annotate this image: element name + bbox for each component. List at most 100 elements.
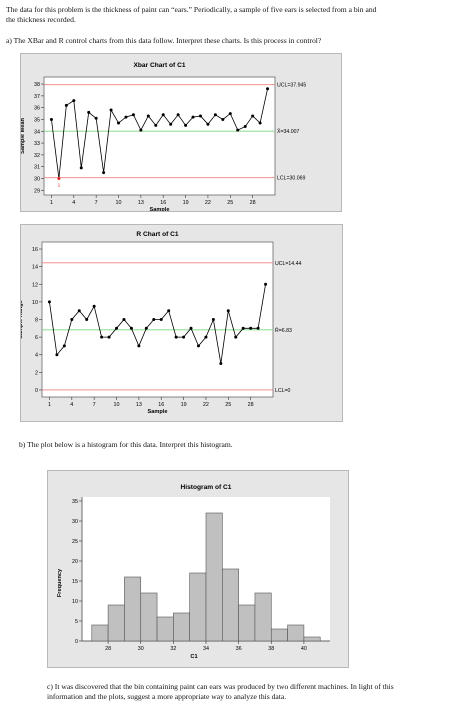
rchart-xlabel: Sample <box>148 409 168 415</box>
rchart-data-point <box>70 318 74 321</box>
xbar-ucl-label: UCL=37.945 <box>277 83 306 89</box>
r-chart-frame: R Chart of C1 0 2 4 6 8 10 12 14 16 1 4 7 10 13 16 19 22 2… <box>18 224 343 422</box>
xbar-data-point <box>191 115 195 119</box>
xbar-ytick-label: 29 <box>34 188 40 194</box>
rchart-data-point <box>241 326 245 330</box>
xbar-ytick-label: 35 <box>34 117 40 123</box>
rchart-xtick-label: 22 <box>203 402 209 408</box>
hist-ytick-label: 15 <box>72 579 78 585</box>
hist-ytick-label: 10 <box>72 599 78 605</box>
xbar-xtick-label: 28 <box>250 200 256 206</box>
xbar-ylabel: Sample Mean <box>21 118 26 154</box>
xbar-lcl-label: LCL=30.069 <box>277 176 306 182</box>
rchart-ucl-label: UCL=14.44 <box>275 261 302 267</box>
hist-xtick-label: 34 <box>203 646 209 652</box>
rchart-data-point <box>249 326 253 330</box>
hist-ytick-label: 5 <box>75 619 78 625</box>
rchart-lcl-label: LCL=0 <box>275 388 291 394</box>
hist-bar <box>222 568 239 642</box>
hist-bar <box>140 592 158 642</box>
rchart-data-point <box>196 344 200 348</box>
rchart-ytick-label: 6 <box>35 335 38 341</box>
rchart-title: R Chart of C1 <box>136 231 178 238</box>
xbar-xtick-label: 4 <box>72 200 75 206</box>
rchart-data-point <box>115 326 119 330</box>
rchart-series-line <box>49 284 266 364</box>
rchart-data-point <box>189 326 193 330</box>
xbar-data-point <box>251 114 255 118</box>
xbar-flag-label: 1 <box>58 182 61 188</box>
xbar-data-point <box>266 87 270 91</box>
hist-xtick-label: 36 <box>236 646 242 652</box>
hist-xtick-label: 32 <box>170 646 176 652</box>
problem-intro-line-1: The data for this problem is the thickne… <box>6 5 377 14</box>
hist-xtick-label: 40 <box>301 646 307 652</box>
rchart-ytick-label: 4 <box>35 353 38 359</box>
xbar-title: Xbar Chart of C1 <box>133 62 185 69</box>
rchart-ylabel: Sample Range <box>21 300 24 339</box>
rchart-ytick-label: 0 <box>35 388 38 394</box>
xbar-data-point <box>258 121 262 125</box>
rchart-data-point <box>122 318 126 321</box>
hist-bar <box>238 604 256 642</box>
hist-bar <box>189 572 207 642</box>
xbar-xtick-label: 25 <box>227 200 233 206</box>
rchart-data-point <box>182 335 186 339</box>
xbar-data-point <box>184 123 188 127</box>
xbar-xtick-label: 1 <box>50 200 53 206</box>
xbar-data-point <box>94 116 98 120</box>
rchart-xtick-label: 10 <box>114 402 120 408</box>
xbar-ytick-label: 30 <box>34 176 40 182</box>
xbar-chart: Xbar Chart of C1 29 30 31 32 33 34 35 36 37 38 1 4 7 1… <box>20 62 306 213</box>
histogram-chart: Histogram of C1 0 5 10 15 20 25 30 35 28 30 32 34 36 3… <box>57 484 330 660</box>
rchart-data-point <box>47 300 51 304</box>
xbar-xtick-label: 7 <box>95 200 98 206</box>
xbar-ytick-label: 38 <box>34 82 40 88</box>
xbar-data-point <box>64 103 68 107</box>
rchart-data-point <box>256 326 260 330</box>
rchart-xtick-label: 4 <box>70 402 73 408</box>
xbar-data-point <box>57 176 61 180</box>
hist-bar <box>91 624 109 642</box>
xbar-data-point <box>176 113 180 117</box>
rchart-data-point <box>174 335 178 339</box>
xbar-data-point <box>236 128 240 132</box>
xbar-plot-area <box>43 76 276 196</box>
rchart-ytick-label: 10 <box>32 300 38 306</box>
xbar-data-point <box>102 171 106 175</box>
hist-ytick-label: 25 <box>72 539 78 545</box>
hist-ytick-label: 30 <box>72 519 78 525</box>
xbar-data-point <box>206 122 210 126</box>
xbar-data-point <box>221 117 225 121</box>
rchart-data-point <box>211 318 215 321</box>
rchart-data-point <box>234 335 238 339</box>
rchart-center-label: R̄=6.83 <box>275 327 292 334</box>
hist-xtick-label: 28 <box>105 646 111 652</box>
rchart-data-point <box>144 326 148 330</box>
histogram-frame: Histogram of C1 0 5 10 15 20 25 30 35 28 30 32 34 36 3… <box>47 470 349 668</box>
rchart-ytick-label: 2 <box>35 370 38 376</box>
xbar-chart-frame: Xbar Chart of C1 29 30 31 32 33 34 35 36 37 38 1 4 7 1… <box>20 53 342 213</box>
xbar-data-point <box>198 114 202 118</box>
xbar-data-point <box>79 166 83 170</box>
part-c-line-2: information and the plots, suggest a mor… <box>47 692 287 701</box>
xbar-center-label: X̄=34.007 <box>277 128 299 135</box>
xbar-data-point <box>87 110 91 114</box>
rchart-data-point <box>77 309 81 313</box>
xbar-ytick-label: 37 <box>34 94 40 100</box>
rchart-ytick-label: 12 <box>32 282 38 288</box>
rchart-xtick-label: 1 <box>48 402 51 408</box>
rchart-data-point <box>129 326 133 330</box>
xbar-data-point <box>139 128 143 132</box>
part-c-line-1: c) It was discovered that the bin contai… <box>47 682 394 691</box>
xbar-data-point <box>124 115 128 119</box>
rchart-xtick-label: 19 <box>181 402 187 408</box>
xbar-xtick-label: 16 <box>160 200 166 206</box>
rchart-data-point <box>55 353 59 357</box>
xbar-series-line <box>51 88 268 179</box>
part-a-question: a) The XBar and R control charts from th… <box>6 36 322 45</box>
rchart-data-point <box>137 344 141 348</box>
hist-bar <box>205 512 223 642</box>
xbar-data-point <box>169 122 173 126</box>
rchart-data-point <box>204 335 208 339</box>
